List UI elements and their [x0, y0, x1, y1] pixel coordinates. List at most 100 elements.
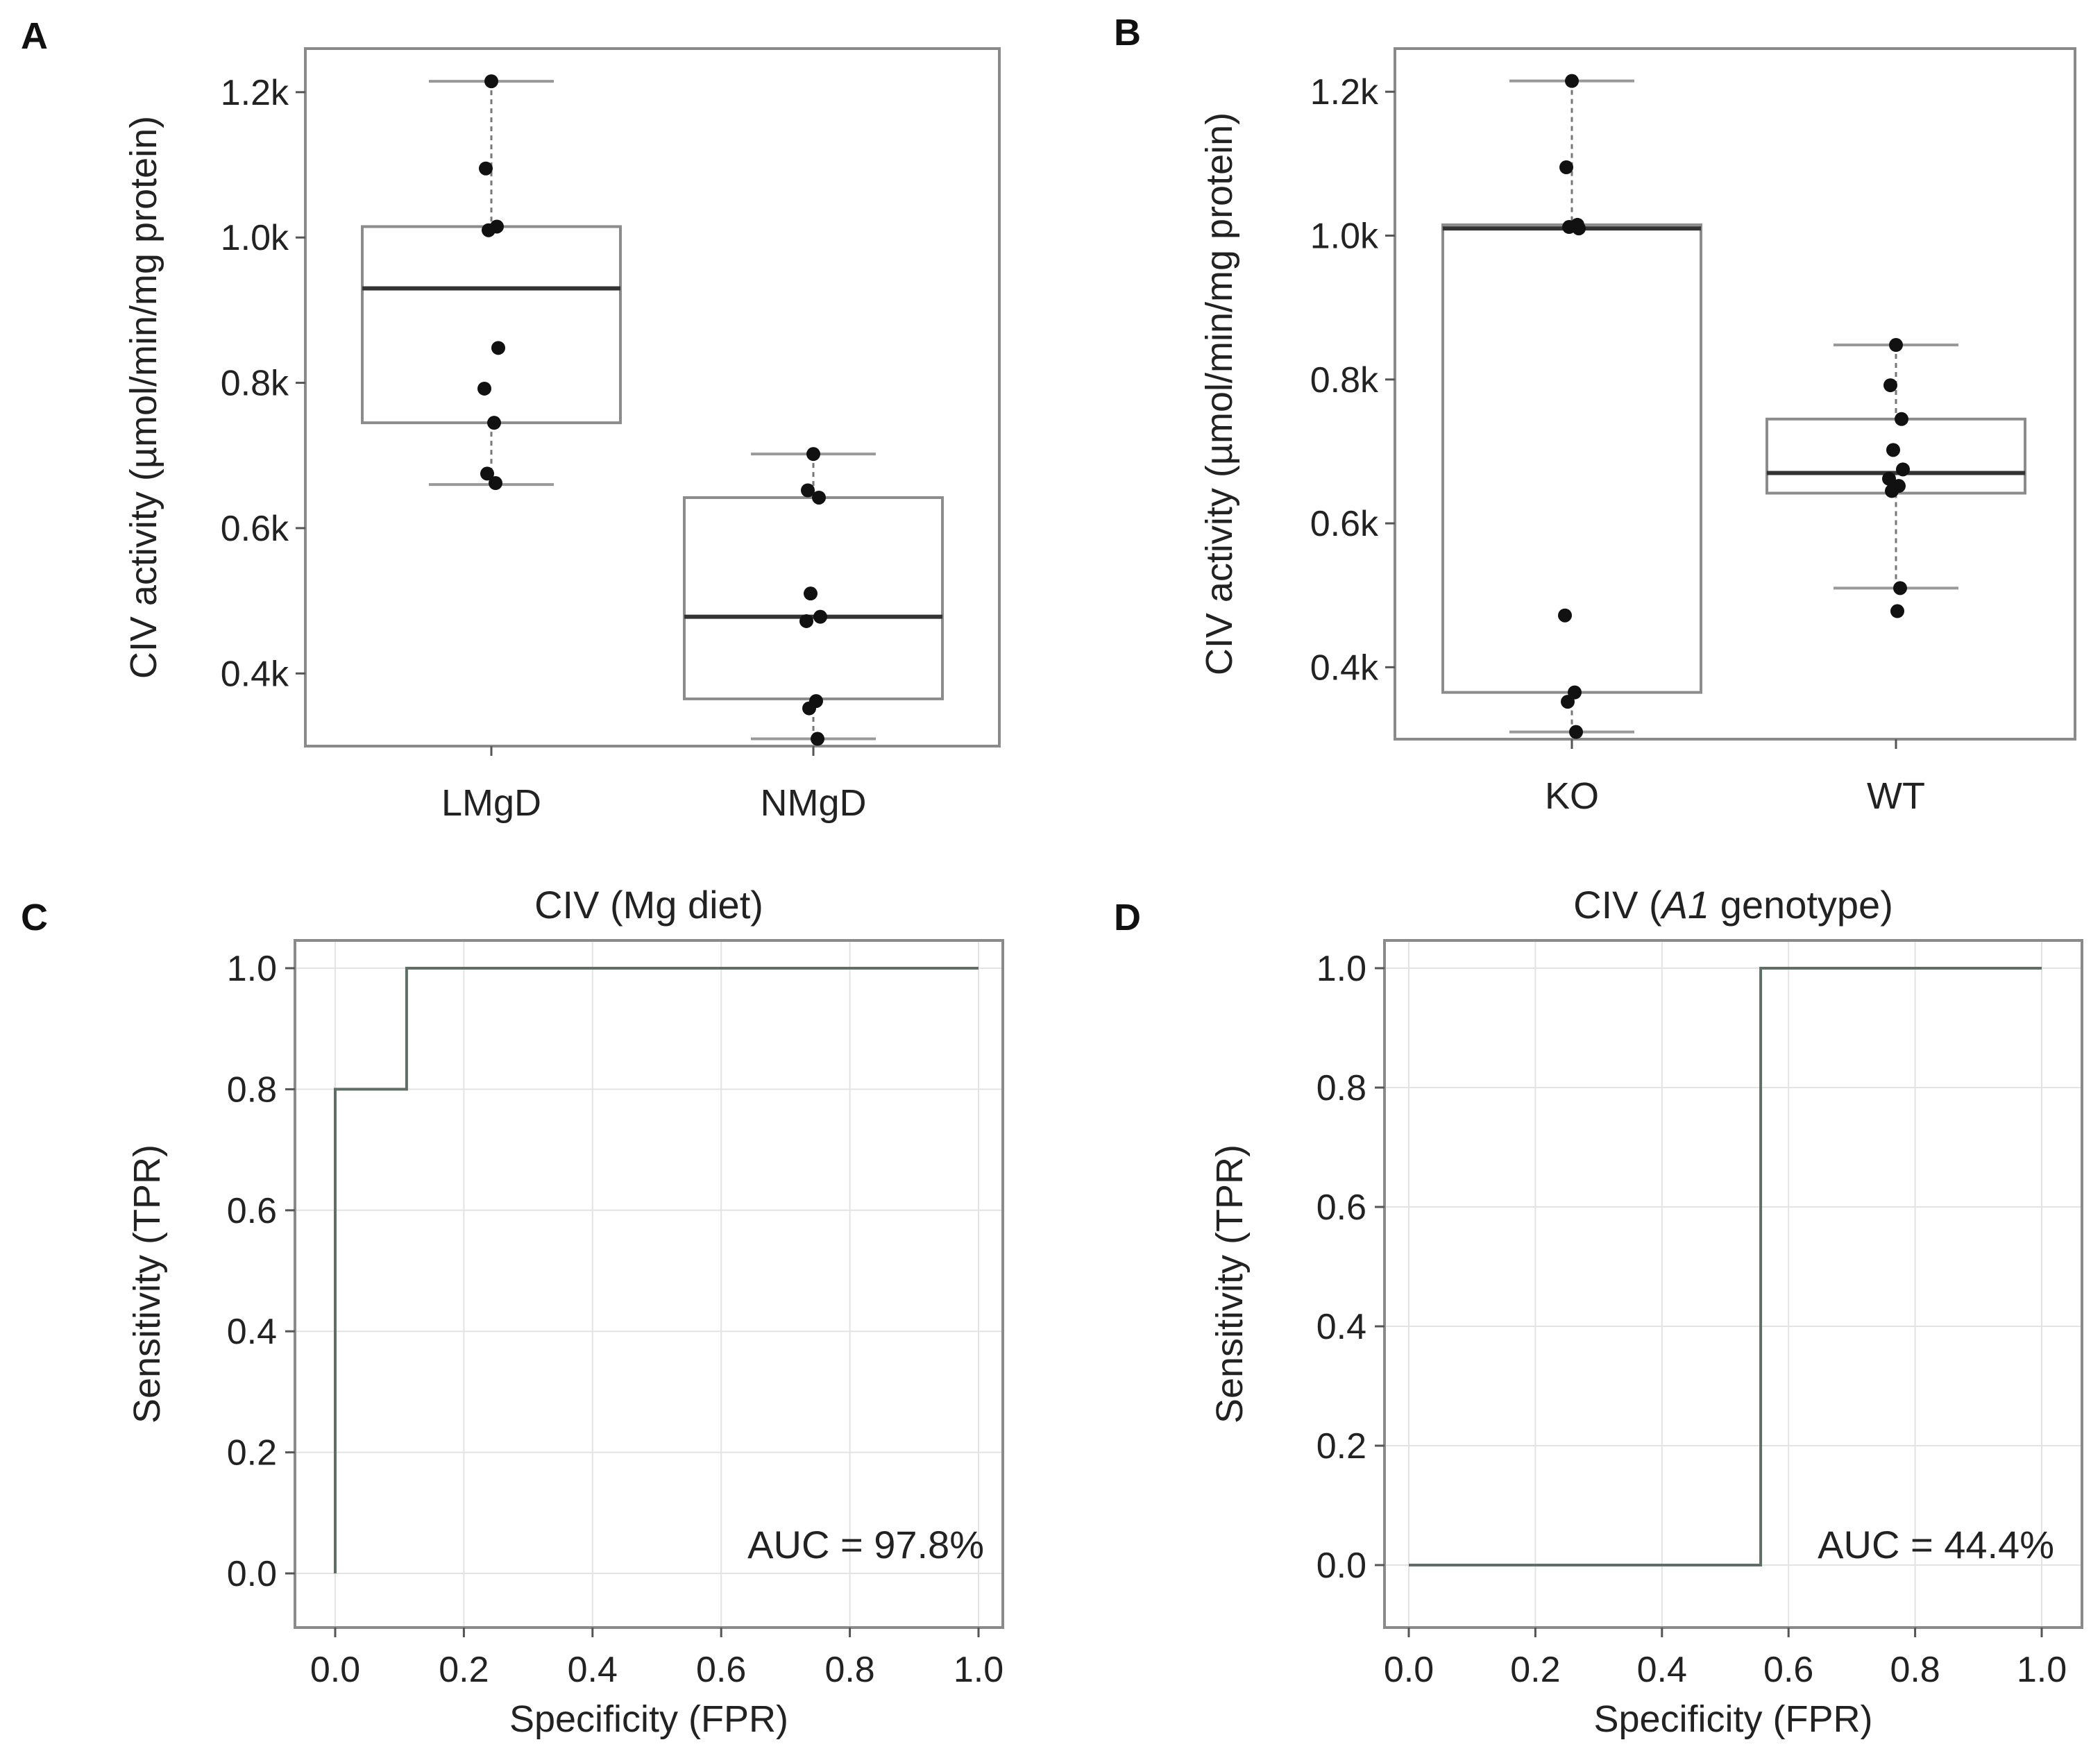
- a-y-axis-label: CIV activity (µmol/min/mg protein): [123, 116, 164, 679]
- d-ytick-label: 0.2: [1316, 1426, 1366, 1467]
- a-ytick-label: 0.6k: [221, 509, 289, 549]
- panel-letter-d: D: [1114, 897, 1141, 938]
- c-ytick-label: 1.0: [227, 949, 277, 989]
- d-plot-frame: [1383, 939, 2083, 1629]
- panel-a-boxplot: 0.4k 0.6k 0.8k 1.0k 1.2k CIV activity (µmol/m…: [123, 47, 1001, 824]
- a-ytick-label: 0.8k: [221, 364, 289, 404]
- b-data-point: [1565, 74, 1579, 88]
- a-data-point: [812, 490, 826, 505]
- c-ytick-label: 0.0: [227, 1554, 277, 1594]
- c-auc-annotation: AUC = 97.8%: [747, 1523, 984, 1566]
- c-y-axis-label: Sensitivity (TPR): [126, 1144, 168, 1423]
- c-ytick-label: 0.4: [227, 1312, 277, 1352]
- c-xtick-label: 1.0: [954, 1650, 1004, 1690]
- a-data-point: [802, 701, 816, 716]
- d-xtick-label: 0.6: [1763, 1650, 1813, 1690]
- panel-d-roc: 0.0 0.2 0.4 0.6 0.8 1.0 0.0 0.2 0.4 0.6 0.8 1.0 Spec…: [1209, 883, 2083, 1740]
- c-xtick-label: 0.0: [310, 1650, 360, 1690]
- a-data-point: [811, 732, 824, 746]
- c-chart-title: CIV (Mg diet): [534, 883, 763, 927]
- d-ytick-label: 1.0: [1316, 949, 1366, 989]
- c-ytick-label: 0.6: [227, 1191, 277, 1231]
- panel-letter-c: C: [21, 897, 48, 938]
- b-ytick-label: 0.4k: [1310, 648, 1379, 688]
- b-data-point: [1572, 221, 1586, 236]
- b-data-point: [1561, 695, 1575, 709]
- d-xtick-label: 0.2: [1510, 1650, 1560, 1690]
- d-y-axis-label: Sensitivity (TPR): [1209, 1144, 1251, 1423]
- c-title-part: CIV (Mg diet): [534, 883, 763, 927]
- c-x-axis-label: Specificity (FPR): [509, 1698, 788, 1740]
- d-title-part: A1: [1660, 883, 1710, 927]
- a-ytick-label: 0.4k: [221, 654, 289, 694]
- d-ytick-label: 0.8: [1316, 1068, 1366, 1108]
- d-chart-title: CIV (A1 genotype): [1573, 883, 1893, 927]
- c-plot-frame: [294, 939, 1004, 1629]
- a-box-LMgD: [361, 225, 622, 425]
- d-roc-curve: [1409, 967, 2042, 1566]
- d-ytick-label: 0.6: [1316, 1188, 1366, 1228]
- b-box-KO: [1441, 223, 1702, 694]
- a-data-point: [813, 609, 827, 624]
- d-xtick-label: 0.0: [1384, 1650, 1434, 1690]
- panel-letter-a: A: [21, 15, 48, 57]
- b-data-point: [1885, 484, 1899, 498]
- b-data-point: [1882, 471, 1896, 486]
- b-ytick-label: 1.0k: [1310, 216, 1379, 256]
- d-auc-annotation: AUC = 44.4%: [1818, 1523, 2054, 1566]
- a-data-point: [487, 416, 501, 430]
- d-xtick-label: 0.4: [1637, 1650, 1687, 1690]
- c-ytick-label: 0.2: [227, 1433, 277, 1473]
- b-data-point: [1558, 608, 1572, 623]
- a-data-point: [799, 614, 813, 628]
- b-data-point: [1890, 604, 1904, 618]
- c-ytick-label: 0.8: [227, 1070, 277, 1110]
- b-data-point: [1895, 412, 1908, 426]
- d-ytick-label: 0.4: [1316, 1307, 1366, 1347]
- a-data-point: [482, 223, 496, 237]
- b-data-point: [1896, 462, 1910, 477]
- d-xtick-label: 1.0: [2017, 1650, 2067, 1690]
- a-data-point: [806, 447, 820, 462]
- a-data-point: [804, 586, 818, 601]
- b-data-point: [1559, 160, 1573, 175]
- a-xtick-label: LMgD: [441, 782, 541, 824]
- a-data-point: [489, 476, 502, 491]
- c-xtick-label: 0.6: [696, 1650, 746, 1690]
- a-data-point: [477, 381, 491, 396]
- d-ytick-label: 0.0: [1316, 1546, 1366, 1586]
- a-data-point: [801, 483, 815, 498]
- a-data-point: [479, 161, 493, 176]
- c-xtick-label: 0.4: [568, 1650, 618, 1690]
- b-xtick-label: KO: [1545, 775, 1599, 817]
- b-data-point: [1883, 378, 1897, 393]
- b-ytick-label: 0.6k: [1310, 504, 1379, 544]
- a-xtick-label: NMgD: [760, 782, 866, 824]
- b-data-point: [1893, 581, 1907, 595]
- d-title-part: CIV (: [1573, 883, 1662, 927]
- panel-letter-b: B: [1114, 12, 1141, 53]
- b-data-point: [1569, 725, 1583, 739]
- c-xtick-label: 0.8: [824, 1650, 874, 1690]
- b-ytick-label: 0.8k: [1310, 360, 1379, 400]
- b-y-axis-label: CIV activity (µmol/min/mg protein): [1199, 112, 1240, 675]
- b-ytick-label: 1.2k: [1310, 72, 1379, 112]
- a-data-point: [491, 341, 505, 355]
- a-data-point: [484, 74, 498, 89]
- panel-b-boxplot: 0.4k 0.6k 0.8k 1.0k 1.2k CIV activity (µmol/m…: [1199, 47, 2076, 817]
- c-xtick-label: 0.2: [439, 1650, 489, 1690]
- b-data-point: [1889, 338, 1903, 353]
- c-roc-curve: [334, 967, 979, 1573]
- a-ytick-label: 1.2k: [221, 73, 289, 113]
- d-title-part: genotype): [1709, 883, 1893, 927]
- b-plot-frame: [1394, 47, 2076, 741]
- d-x-axis-label: Specificity (FPR): [1593, 1698, 1872, 1740]
- panel-c-roc: 0.0 0.2 0.4 0.6 0.8 1.0 0.0 0.2 0.4 0.6 0.8 1.0 Spec…: [126, 883, 1004, 1740]
- a-plot-frame: [304, 47, 1001, 747]
- a-data-point: [480, 466, 494, 481]
- a-ytick-label: 1.0k: [221, 218, 289, 258]
- b-data-point: [1886, 443, 1900, 457]
- b-xtick-label: WT: [1867, 775, 1925, 817]
- d-xtick-label: 0.8: [1890, 1650, 1940, 1690]
